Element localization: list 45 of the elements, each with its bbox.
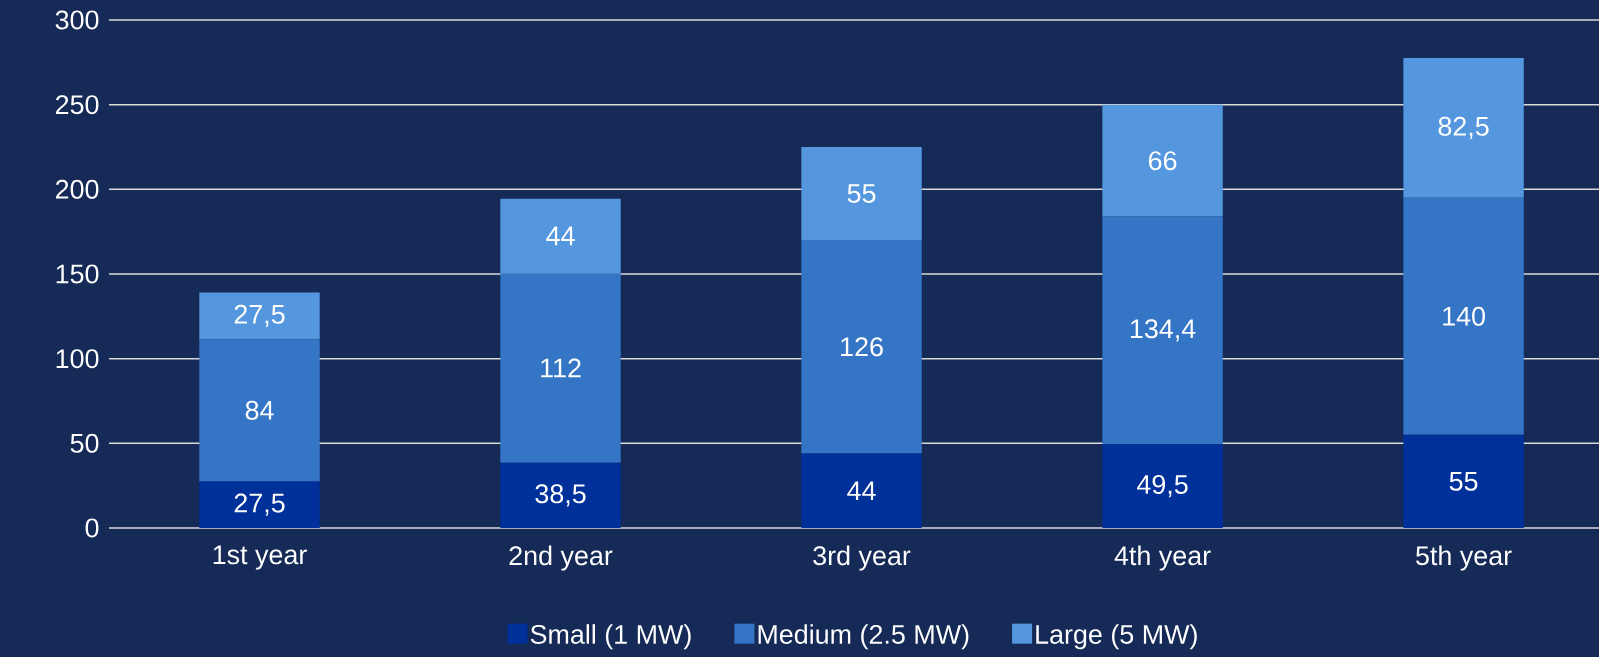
- y-tick-label: 100: [56, 349, 99, 369]
- x-tick-label: 3rd year: [813, 545, 911, 571]
- data-label: 38,5: [535, 484, 586, 507]
- bar: [199, 481, 320, 528]
- data-label: 112: [541, 358, 581, 378]
- x-tick-label: 2nd year: [509, 545, 613, 571]
- legend-label: Medium (2.5 MW): [758, 624, 969, 650]
- y-tick-label: 250: [55, 95, 99, 115]
- data-label: 27,5: [234, 493, 285, 516]
- bar: [199, 339, 320, 482]
- data-label: 126: [841, 337, 883, 357]
- data-label: 55: [1449, 472, 1478, 491]
- data-label: 27,5: [234, 304, 285, 327]
- data-label: 66: [1148, 151, 1177, 171]
- data-label: 44: [847, 481, 876, 500]
- y-tick-label: 200: [55, 179, 99, 199]
- legend-label: Large (5 MW): [1036, 624, 1197, 650]
- bar: [500, 462, 621, 528]
- legend-label: Small (1 MW): [530, 624, 691, 650]
- bar: [1403, 197, 1524, 435]
- data-label: 84: [245, 400, 274, 420]
- x-tick-label: 1st year: [213, 545, 307, 570]
- bar: [1403, 434, 1524, 528]
- bar: [199, 292, 320, 340]
- bar: [1102, 216, 1223, 445]
- y-tick-label: 0: [85, 518, 99, 538]
- bar: [1102, 444, 1223, 528]
- data-label: 82,5: [1438, 116, 1489, 140]
- y-tick-label: 300: [55, 10, 99, 30]
- bar: [801, 146, 922, 241]
- data-label: 134,4: [1130, 319, 1196, 342]
- bar: [500, 273, 621, 463]
- x-tick-label: 5th year: [1416, 545, 1512, 571]
- bar: [1403, 58, 1524, 198]
- data-label: 44: [546, 226, 575, 246]
- data-label: 140: [1443, 306, 1485, 326]
- bar: [500, 198, 621, 274]
- y-tick-label: 150: [56, 264, 99, 284]
- bar: [1102, 104, 1223, 217]
- y-tick-label: 50: [70, 433, 99, 453]
- bar: [801, 453, 922, 528]
- x-tick-label: 4th year: [1114, 545, 1211, 571]
- data-label: 49,5: [1137, 474, 1188, 498]
- data-label: 55: [847, 184, 876, 203]
- bar: [801, 240, 922, 454]
